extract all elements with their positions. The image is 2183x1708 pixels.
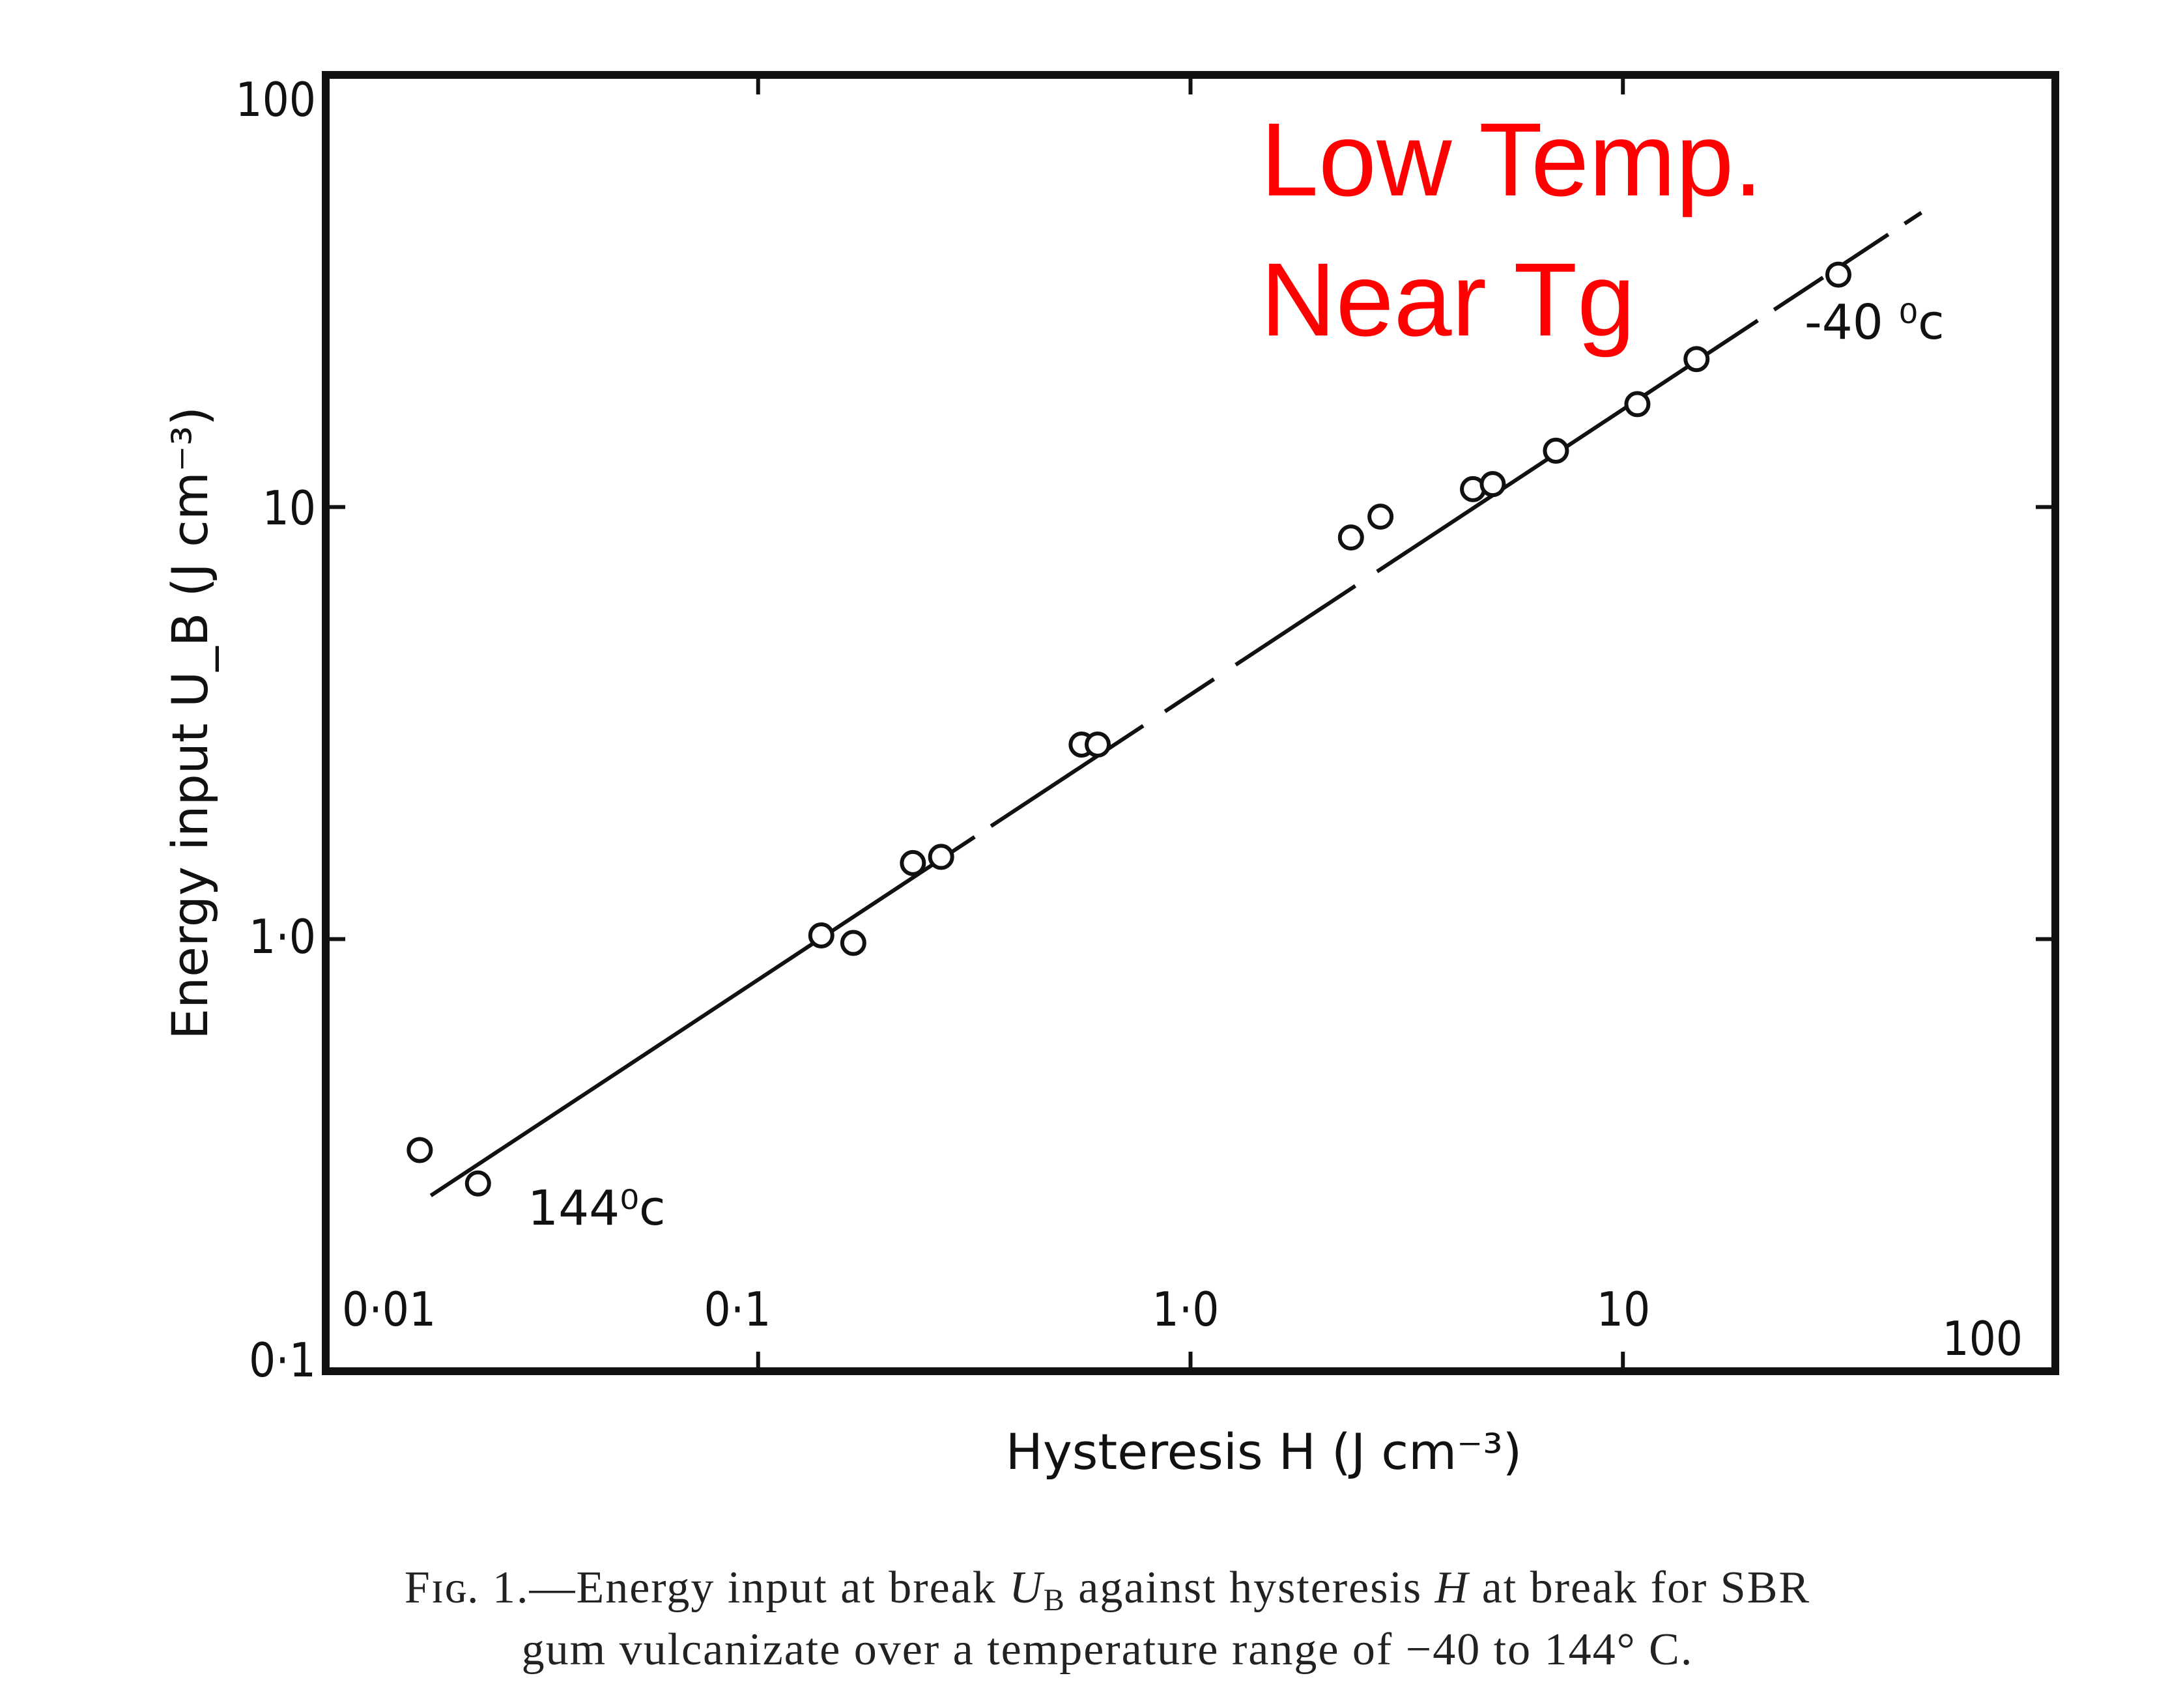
data-point xyxy=(1825,261,1852,288)
data-point xyxy=(464,1170,491,1197)
x-tick-label-0-1: 0·1 xyxy=(704,1282,771,1337)
fit-line-path xyxy=(429,210,1923,1197)
data-point xyxy=(1367,504,1394,530)
y-tick-label-0-1: 0·1 xyxy=(249,1333,316,1388)
data-point xyxy=(1337,524,1364,551)
x-axis-title: Hysteresis H (J cm⁻³) xyxy=(1006,1423,1522,1481)
caption-symbol-h: H xyxy=(1434,1563,1470,1613)
x-tick-label-1-0: 1·0 xyxy=(1152,1282,1220,1337)
y-tick-label-100: 100 xyxy=(235,72,316,127)
fit-line xyxy=(429,210,1923,1197)
data-points xyxy=(407,261,1852,1197)
overlay-low-temp: Low Temp. xyxy=(1261,101,1763,218)
annotation-144c: 144⁰c xyxy=(528,1180,666,1236)
caption-symbol-u: U xyxy=(1009,1563,1045,1613)
caption-subscript-b: B xyxy=(1044,1583,1066,1617)
caption-line-2: gum vulcanizate over a temperature range… xyxy=(522,1625,1694,1675)
data-point xyxy=(1543,437,1569,464)
data-point xyxy=(900,849,926,876)
x-tick-label-100: 100 xyxy=(1942,1311,2023,1366)
data-point xyxy=(840,930,866,956)
y-axis-title: Energy input U_B (J cm⁻³) xyxy=(161,406,219,1040)
tick-marks xyxy=(326,75,2055,1371)
caption-prefix: Fɪɢ. 1.—Energy input at break xyxy=(405,1563,1009,1613)
overlay-near-tg: Near Tg xyxy=(1261,241,1635,358)
data-point xyxy=(928,844,954,870)
annotation-minus-40c: -40 ⁰c xyxy=(1805,294,1945,350)
x-tick-label-0-01: 0·01 xyxy=(342,1282,436,1337)
caption-line-1: Fɪɢ. 1.—Energy input at break UB against… xyxy=(405,1563,1810,1617)
y-tick-label-1: 1·0 xyxy=(249,909,316,964)
caption-middle: against hysteresis xyxy=(1066,1563,1435,1613)
y-tick-label-10: 10 xyxy=(263,481,316,535)
data-point xyxy=(407,1137,433,1163)
data-point xyxy=(1085,732,1111,758)
data-point xyxy=(1479,471,1506,498)
data-point xyxy=(808,922,835,948)
x-tick-label-10: 10 xyxy=(1597,1282,1650,1337)
data-point xyxy=(1683,346,1710,373)
caption-suffix: at break for SBR xyxy=(1469,1563,1810,1613)
data-point xyxy=(1624,391,1651,418)
